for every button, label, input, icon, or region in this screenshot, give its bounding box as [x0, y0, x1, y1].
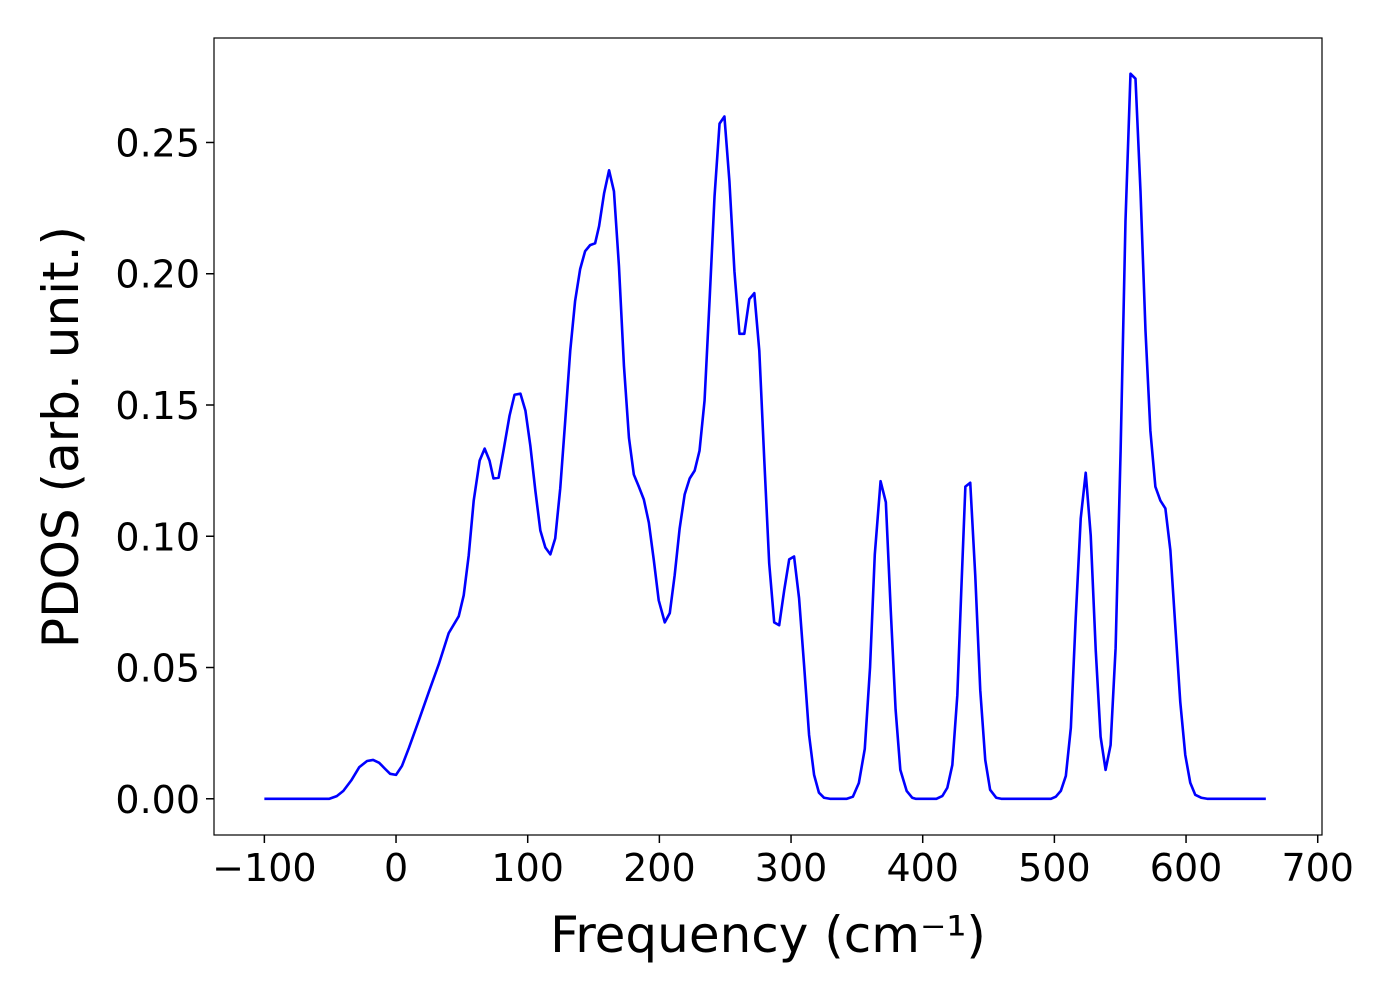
plot-frame [213, 37, 1323, 836]
y-tick-label: 0.05 [115, 647, 200, 691]
x-tick-label: 400 [886, 846, 959, 890]
x-tick-label: 100 [491, 846, 564, 890]
data-line [264, 72, 1266, 801]
y-axis-label: PDOS (arb. unit.) [32, 226, 90, 648]
y-tick-label: 0.00 [115, 778, 200, 822]
y-tick-label: 0.20 [115, 253, 200, 297]
x-tick-label: 300 [755, 846, 828, 890]
x-tick-label: 500 [1018, 846, 1091, 890]
x-tick-label: −100 [212, 846, 316, 890]
y-tick-label: 0.25 [115, 121, 200, 165]
x-tick-label: 600 [1150, 846, 1223, 890]
x-tick-label: 700 [1281, 846, 1354, 890]
x-tick-label: 0 [384, 846, 408, 890]
y-tick-label: 0.10 [115, 515, 200, 559]
x-tick-label: 200 [623, 846, 696, 890]
y-tick-label: 0.15 [115, 384, 200, 428]
x-axis-label: Frequency (cm⁻¹) [550, 906, 986, 964]
